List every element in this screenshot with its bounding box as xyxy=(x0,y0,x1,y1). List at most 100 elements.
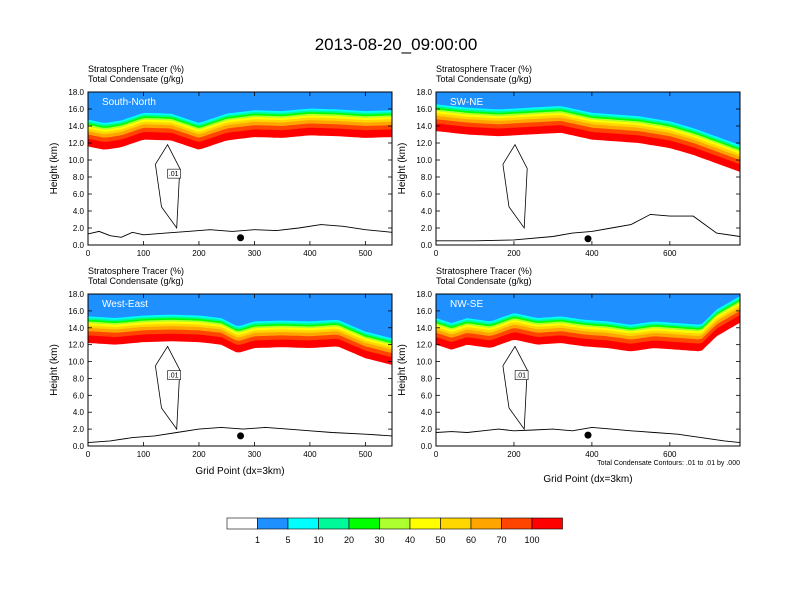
y-tick-label: 8.0 xyxy=(73,173,85,182)
y-tick-label: 4.0 xyxy=(421,207,433,216)
y-tick-label: 4.0 xyxy=(421,408,433,417)
contour-label: .01 xyxy=(169,373,179,380)
panel-label: NW-SE xyxy=(450,299,483,310)
tracer-band-9 xyxy=(88,92,392,123)
x-tick-label: 200 xyxy=(507,249,521,258)
contour-note: Total Condensate Contours: .01 to .01 by… xyxy=(597,460,740,467)
y-tick-label: 18.0 xyxy=(416,290,432,299)
x-tick-label: 500 xyxy=(359,249,373,258)
plot-area: .01 xyxy=(88,294,392,446)
y-tick-label: 4.0 xyxy=(73,408,85,417)
y-axis-label: Height (km) xyxy=(397,143,408,195)
y-tick-label: 14.0 xyxy=(416,324,432,333)
colorbar: 1 5 10 20 30 40 50 60 70 100 xyxy=(226,517,563,545)
x-axis-label: Grid Point (dx=3km) xyxy=(195,466,284,477)
plot-area: .01 xyxy=(436,294,740,446)
x-tick-label: 200 xyxy=(192,249,206,258)
y-tick-label: 16.0 xyxy=(68,307,84,316)
y-axis-label: Height (km) xyxy=(49,344,60,396)
surface-point xyxy=(237,234,245,242)
y-tick-label: 2.0 xyxy=(73,224,85,233)
surface-point xyxy=(584,235,592,243)
x-tick-label: 200 xyxy=(507,450,521,459)
y-tick-label: 16.0 xyxy=(416,105,432,114)
x-tick-label: 0 xyxy=(86,249,91,258)
colorbar-swatch xyxy=(470,517,502,530)
y-tick-label: 18.0 xyxy=(416,88,432,97)
x-tick-label: 600 xyxy=(663,249,677,258)
panel-title-condensate: Total Condensate (g/kg) xyxy=(436,276,532,286)
colorbar-label: 50 xyxy=(435,535,445,545)
x-tick-label: 400 xyxy=(303,249,317,258)
x-tick-label: 100 xyxy=(137,249,151,258)
y-tick-label: 2.0 xyxy=(421,425,433,434)
colorbar-label: 10 xyxy=(313,535,323,545)
y-tick-label: 2.0 xyxy=(73,425,85,434)
y-tick-label: 2.0 xyxy=(421,224,433,233)
contour-label: .01 xyxy=(516,373,526,380)
colorbar-swatch xyxy=(409,517,441,530)
y-tick-label: 6.0 xyxy=(73,391,85,400)
colorbar-label: 30 xyxy=(374,535,384,545)
y-tick-label: 14.0 xyxy=(416,122,432,131)
colorbar-swatch xyxy=(348,517,380,530)
panel-title-condensate: Total Condensate (g/kg) xyxy=(88,74,184,84)
colorbar-swatch xyxy=(287,517,319,530)
contour-label-box xyxy=(167,168,181,179)
y-tick-label: 18.0 xyxy=(68,290,84,299)
y-axis-label: Height (km) xyxy=(397,344,408,396)
colorbar-label: 40 xyxy=(405,535,415,545)
x-tick-label: 600 xyxy=(663,450,677,459)
panel-south-north: Stratosphere Tracer (%)Total Condensate … xyxy=(49,64,393,258)
terrain-line xyxy=(436,213,740,242)
colorbar-label: 60 xyxy=(466,535,476,545)
y-tick-label: 4.0 xyxy=(73,207,85,216)
terrain-line xyxy=(88,224,392,238)
y-tick-label: 12.0 xyxy=(68,139,84,148)
panel-label: South-North xyxy=(102,97,156,108)
y-tick-label: 16.0 xyxy=(416,307,432,316)
panels: Stratosphere Tracer (%)Total Condensate … xyxy=(49,64,741,485)
condensate-contour xyxy=(502,345,528,431)
colorbar-swatch xyxy=(257,517,289,530)
y-tick-label: 14.0 xyxy=(68,122,84,131)
tracer-band-9 xyxy=(88,294,392,339)
plot-area xyxy=(436,92,740,245)
terrain-line xyxy=(88,426,392,444)
tracer-band-9 xyxy=(436,92,740,146)
surface-point xyxy=(237,432,245,440)
y-tick-label: 6.0 xyxy=(421,391,433,400)
plot-frame xyxy=(87,91,393,246)
figure-title: 2013-08-20_09:00:00 xyxy=(315,35,478,54)
panel-west-east: Stratosphere Tracer (%)Total Condensate … xyxy=(49,266,393,477)
x-tick-label: 400 xyxy=(585,450,599,459)
panel-nw-se: Stratosphere Tracer (%)Total Condensate … xyxy=(397,266,741,485)
plot-area: .01 xyxy=(88,92,392,245)
y-tick-label: 12.0 xyxy=(416,341,432,350)
y-tick-label: 10.0 xyxy=(68,156,84,165)
y-tick-label: 8.0 xyxy=(421,374,433,383)
x-tick-label: 300 xyxy=(248,249,262,258)
y-tick-label: 12.0 xyxy=(68,341,84,350)
contour-label: .01 xyxy=(169,171,179,178)
colorbar-label: 100 xyxy=(524,535,539,545)
terrain-line xyxy=(436,426,740,444)
x-tick-label: 200 xyxy=(192,450,206,459)
tracer-band-9 xyxy=(436,294,740,325)
colorbar-label: 5 xyxy=(285,535,290,545)
y-tick-label: 0.0 xyxy=(421,442,433,451)
y-tick-label: 8.0 xyxy=(73,374,85,383)
panel-label: West-East xyxy=(102,299,148,310)
x-tick-label: 0 xyxy=(86,450,91,459)
x-tick-label: 0 xyxy=(434,249,439,258)
y-tick-label: 14.0 xyxy=(68,324,84,333)
plot-frame xyxy=(435,293,741,447)
plot-frame xyxy=(87,293,393,447)
panel-sw-ne: Stratosphere Tracer (%)Total Condensate … xyxy=(397,64,741,258)
x-tick-label: 0 xyxy=(434,450,439,459)
condensate-contour xyxy=(155,345,181,431)
x-axis-label: Grid Point (dx=3km) xyxy=(543,474,632,485)
x-tick-label: 100 xyxy=(137,450,151,459)
condensate-contour xyxy=(155,143,181,230)
contour-label-box xyxy=(514,370,529,380)
